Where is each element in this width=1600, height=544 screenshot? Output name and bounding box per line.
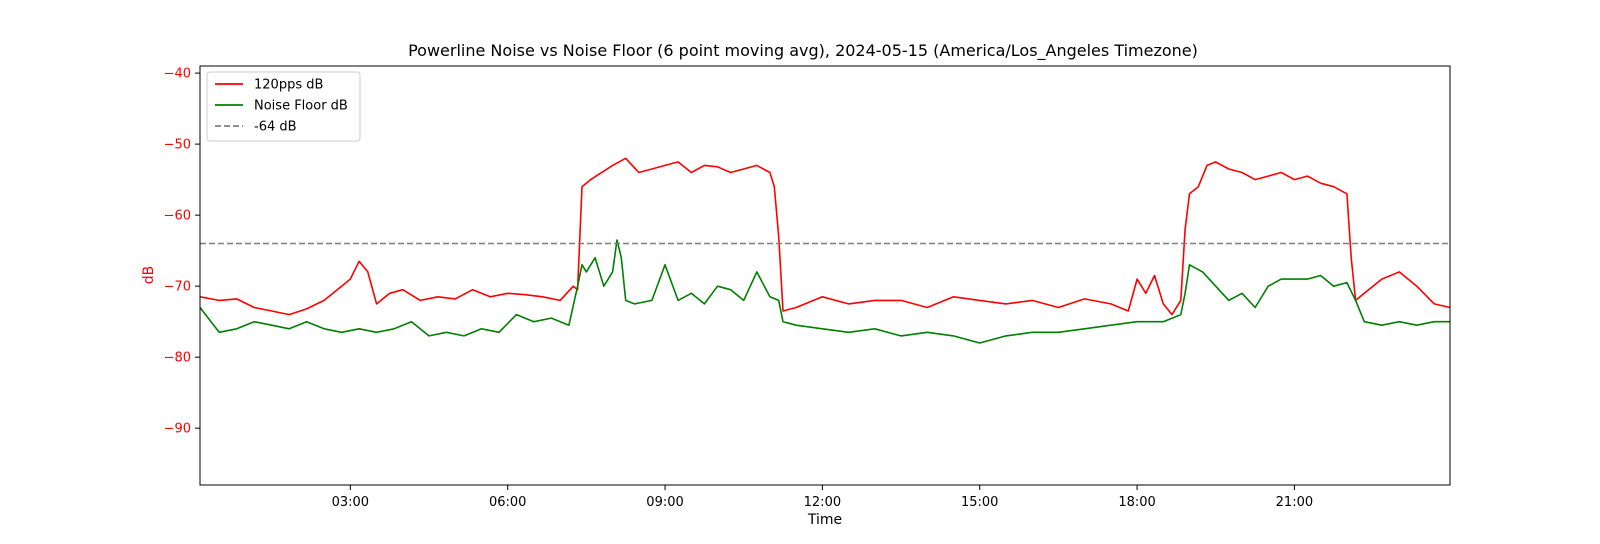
plot-lines: [199, 157, 1451, 344]
series-line-1: [199, 157, 1451, 316]
x-tick-label: 03:00: [332, 495, 369, 510]
legend: 120pps dB Noise Floor dB -64 dB: [206, 71, 361, 142]
x-tick-label: 21:00: [1276, 495, 1313, 510]
x-tick-label: 09:00: [646, 495, 683, 510]
x-tick-label: 06:00: [489, 495, 526, 510]
legend-label: Noise Floor dB: [254, 99, 348, 114]
x-tick-label: 12:00: [804, 495, 841, 510]
y-tick-label: −70: [164, 280, 191, 295]
x-tick-label: 15:00: [961, 495, 998, 510]
y-axis-label: dB: [141, 266, 157, 285]
y-tick-label: −60: [164, 209, 191, 224]
plot-frame: [199, 65, 1451, 486]
y-tick-label: −40: [164, 67, 191, 82]
y-tick-label: −80: [164, 351, 191, 366]
legend-label: 120pps dB: [254, 78, 323, 93]
chart-title: Powerline Noise vs Noise Floor (6 point …: [408, 41, 1198, 61]
x-axis: 03:00 06:00 09:00 12:00 15:00 18:00 21:00: [332, 485, 1313, 510]
x-axis-label: Time: [807, 512, 842, 528]
y-axis: −40 −50 −60 −70 −80 −90: [164, 67, 200, 437]
series-line-2: [199, 239, 1450, 344]
legend-box: [206, 71, 361, 142]
x-tick-label: 18:00: [1118, 495, 1155, 510]
legend-label: -64 dB: [254, 120, 297, 135]
y-tick-label: −90: [164, 422, 191, 437]
y-tick-label: −50: [164, 138, 191, 153]
